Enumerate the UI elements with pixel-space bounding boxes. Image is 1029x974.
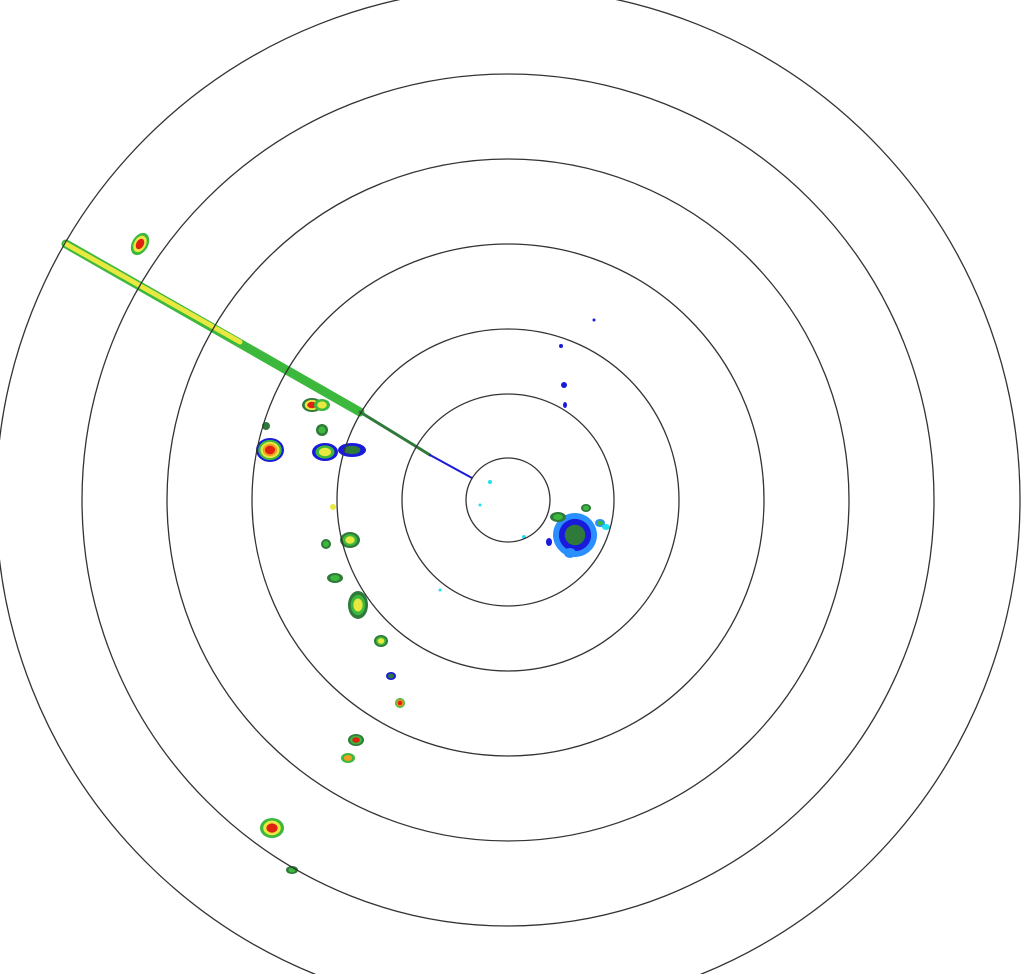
- echo-weak: [546, 538, 552, 546]
- echo-cell: [314, 399, 330, 411]
- echo-cell: [316, 424, 328, 436]
- echo-cell: [312, 443, 338, 461]
- echo-yellow: [345, 536, 355, 544]
- echo-yellow: [377, 638, 385, 644]
- echo-cell: [595, 519, 605, 527]
- echo-cell: [592, 318, 596, 322]
- echo-yellow: [317, 401, 327, 409]
- echo-cell: [395, 698, 405, 708]
- echo-cyan: [602, 524, 610, 530]
- echo-cell: [559, 344, 563, 348]
- echo-red: [266, 823, 278, 833]
- echo-dark_green: [564, 524, 586, 546]
- echo-yellow: [318, 447, 332, 457]
- spike-echo-core: [63, 241, 243, 345]
- echo-red: [397, 700, 403, 706]
- echo-weak: [561, 382, 567, 388]
- echo-cell: [256, 438, 284, 462]
- echo-cell: [260, 818, 284, 838]
- echo-cell: [564, 548, 576, 558]
- echo-cell: [581, 504, 591, 512]
- echo-cell: [546, 538, 552, 546]
- echo-cell: [341, 753, 355, 763]
- echo-cyan: [488, 480, 492, 484]
- echo-cell: [563, 402, 567, 408]
- echo-yellow: [353, 598, 363, 612]
- echo-green: [553, 514, 563, 520]
- echo-red: [135, 238, 145, 250]
- echo-cell: [340, 532, 360, 548]
- echo-orange: [343, 755, 353, 761]
- echo-cell: [348, 591, 368, 619]
- echo-cell: [602, 524, 610, 530]
- echo-cell: [338, 443, 366, 457]
- echo-cyan: [438, 588, 442, 592]
- echo-cell: [386, 672, 396, 680]
- echo-cell: [553, 513, 597, 557]
- echo-green: [330, 575, 340, 581]
- echo-cell: [478, 503, 482, 507]
- echo-cyan: [478, 503, 482, 507]
- range-ring-6: [81, 73, 935, 927]
- spike-echo-mid: [358, 410, 432, 457]
- range-ring-3: [336, 328, 680, 672]
- echo-red: [264, 445, 276, 455]
- echo-cell: [488, 480, 492, 484]
- range-ring-5: [166, 158, 850, 842]
- echo-green: [323, 541, 329, 547]
- echo-weak: [559, 344, 563, 348]
- echo-green: [318, 426, 326, 434]
- echo-light: [564, 548, 576, 558]
- echo-cell: [348, 734, 364, 746]
- echo-weak: [563, 402, 567, 408]
- range-ring-1: [465, 457, 551, 543]
- echo-yellow: [330, 504, 336, 510]
- echo-green: [597, 520, 603, 526]
- echo-red: [352, 737, 360, 743]
- echo-dark_green: [388, 673, 394, 679]
- echo-cell: [327, 573, 343, 583]
- echo-green: [583, 505, 589, 511]
- echo-cell: [130, 232, 150, 256]
- echo-cell: [438, 588, 442, 592]
- echo-cell: [374, 635, 388, 647]
- echo-dark_green: [343, 445, 361, 455]
- range-ring-2: [401, 393, 615, 607]
- echo-cell: [550, 512, 566, 522]
- range-ring-4: [251, 243, 765, 757]
- precipitation-echoes: [61, 232, 610, 874]
- echo-cell: [321, 539, 331, 549]
- echo-cell: [561, 382, 567, 388]
- echo-cell: [330, 504, 336, 510]
- echo-weak: [592, 318, 596, 322]
- spike-echo-inner: [429, 454, 473, 479]
